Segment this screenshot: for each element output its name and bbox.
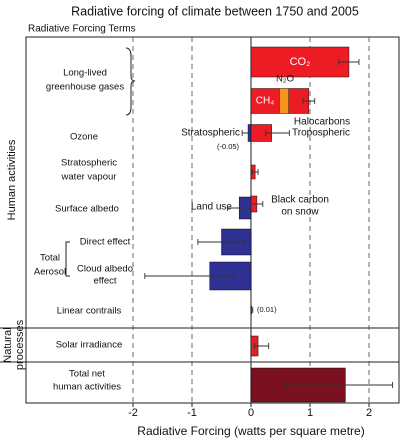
segment-label: Tropospheric (292, 128, 350, 139)
row-label: water vapour (61, 172, 117, 183)
error-bar (254, 343, 270, 349)
section-label: Natural (2, 327, 14, 362)
error-bar (250, 307, 254, 313)
group-label: Aerosol (34, 267, 66, 278)
row-label: Surface albedo (55, 204, 119, 215)
segment-label: Halocarbons (294, 117, 350, 128)
row-label: Stratospheric (61, 158, 117, 169)
segment-label: N₂O (276, 74, 294, 85)
group-label: Total (40, 253, 60, 264)
segment-label: CO₂ (290, 56, 311, 68)
segment-label: Stratospheric (181, 128, 240, 139)
x-tick-label: -1 (187, 407, 197, 419)
segment-label: on snow (281, 207, 319, 218)
error-bar (338, 59, 360, 65)
x-tick-label: 1 (307, 407, 313, 419)
plot-frame (25, 36, 400, 404)
brace (125, 47, 136, 116)
row-label: Long-lived (63, 68, 107, 79)
error-bar (302, 98, 316, 104)
subtitle: Radiative Forcing Terms (28, 24, 136, 35)
section-label: Human activities (6, 139, 18, 220)
row-label: Cloud albedo (77, 264, 133, 275)
error-bar (250, 201, 264, 207)
row-label: Ozone (70, 132, 98, 143)
segment-label: Black carbon (271, 195, 329, 206)
bracket (65, 241, 70, 277)
segment-label: CH₄ (256, 96, 275, 107)
value-label: (-0.05) (217, 142, 240, 151)
x-tick-label: -2 (128, 407, 138, 419)
value-label: (0.01) (257, 305, 277, 314)
segment-label: Land use (191, 202, 233, 213)
row-label: Solar irradiance (56, 340, 123, 351)
row-label: Direct effect (80, 237, 131, 248)
error-bar (197, 239, 246, 245)
error-bar (144, 273, 234, 279)
row-label: Total net (69, 369, 105, 380)
chart-title: Radiative forcing of climate between 175… (71, 4, 359, 18)
bar (250, 46, 350, 78)
x-tick-label: 2 (366, 407, 372, 419)
row-label: greenhouse gases (46, 82, 124, 93)
section-label: processes (14, 319, 26, 370)
error-bar (265, 130, 290, 136)
error-bar (251, 169, 259, 175)
bar (279, 88, 290, 114)
error-bar (285, 382, 394, 388)
x-axis-label: Radiative Forcing (watts per square metr… (137, 424, 364, 438)
row-label: Linear contrails (57, 306, 122, 317)
row-label: effect (93, 276, 116, 287)
x-tick-label: 0 (248, 407, 254, 419)
row-label: human activities (53, 382, 121, 393)
